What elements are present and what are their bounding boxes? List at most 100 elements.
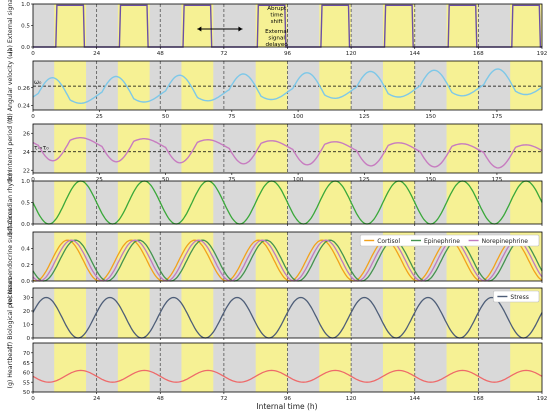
light-interval [510, 61, 542, 110]
x-tick-label: 24 [93, 396, 101, 402]
legend-entry: Cortisol [377, 238, 400, 245]
y-tick-label: 0.26 [18, 86, 31, 92]
y-tick-label: 65 [23, 361, 31, 367]
x-tick-label: 125 [359, 177, 370, 183]
x-axis-title: Internal time (h) [256, 402, 317, 411]
y-tick-label: 0.0 [21, 45, 30, 51]
x-tick-label: 0 [31, 396, 35, 402]
x-tick-label: 25 [96, 177, 104, 183]
legend-entry: Epinephrine [424, 238, 460, 245]
legend-box [493, 290, 540, 303]
axes-frame [32, 123, 543, 174]
legend-entry: Norepinephrine [482, 238, 529, 245]
light-interval [319, 343, 352, 392]
y-tick-label: 0.5 [21, 201, 30, 207]
y-tick-label: 1.0 [21, 2, 30, 8]
y-tick-label: 20 [23, 309, 31, 315]
light-interval [446, 61, 479, 110]
light-interval [382, 343, 415, 392]
annotation-line: time [270, 13, 283, 19]
light-interval [446, 181, 479, 224]
y-axis-label: (f) Biological processes [7, 277, 14, 349]
light-interval [255, 181, 288, 224]
y-tick-label: 55 [23, 380, 31, 386]
x-tick-label: 0 [31, 51, 35, 57]
light-interval [181, 4, 214, 47]
axes-frame [32, 60, 543, 111]
light-interval [54, 124, 87, 173]
x-tick-label: 120 [346, 51, 357, 57]
series-line-g [32, 369, 543, 383]
y-tick-label: 70 [23, 351, 31, 357]
light-interval [382, 61, 415, 110]
y-tick-label: 50 [23, 390, 31, 396]
light-interval [181, 124, 214, 173]
y-tick-label: 26 [23, 131, 31, 137]
series-line-c [32, 137, 543, 169]
x-tick-label: 72 [220, 51, 227, 57]
legend-entry: Stress [510, 294, 528, 301]
y-tick-label: 30 [23, 296, 31, 302]
light-interval [382, 181, 415, 224]
light-interval [319, 181, 352, 224]
series-line-b [32, 68, 543, 105]
y-tick-label: 0.0 [21, 222, 30, 228]
panel-f: 0 10 20 30 (f) Biological processes Stress [7, 277, 543, 349]
x-tick-label: 0 [31, 114, 35, 120]
x-tick-label: 192 [537, 396, 548, 402]
light-interval [382, 288, 415, 338]
light-interval [319, 61, 352, 110]
x-tick-label: 150 [425, 177, 436, 183]
light-interval [54, 343, 87, 392]
x-tick-label: 75 [228, 177, 236, 183]
panel-d: 0.0 0.5 1.0 (d) Circadian rhythm [7, 170, 543, 235]
light-interval [510, 181, 542, 224]
light-interval [181, 61, 214, 110]
y-axis-label: (a) External signal [7, 0, 14, 54]
light-interval [181, 288, 214, 338]
y-tick-label: 0.0 [21, 279, 30, 285]
y-axis-label: (b) Angular velocity (ω) [7, 49, 14, 122]
light-interval [54, 288, 87, 338]
y-tick-label: 60 [23, 371, 31, 377]
light-interval [382, 124, 415, 173]
series-line-d [32, 180, 543, 225]
light-interval [255, 61, 288, 110]
x-tick-label: 0 [31, 177, 35, 183]
x-tick-label: 100 [293, 114, 304, 120]
x-tick-label: 75 [228, 114, 236, 120]
reference-label: τ=τ₀ [34, 145, 49, 152]
panel-c: τ=τ₀ 22 24 26 0 25 50 75 100 125 150 175 (c) Interna… [7, 115, 543, 183]
panel-b: ω₀ 0.24 0.26 0 25 50 75 100 125 150 175 (b) Angular… [7, 49, 543, 122]
light-interval [255, 288, 288, 338]
light-interval [255, 343, 288, 392]
legend: Cortisol Epinephrine Norepinephrine [359, 234, 540, 247]
light-interval [54, 4, 87, 47]
x-tick-label: 50 [162, 177, 170, 183]
x-tick-label: 24 [93, 51, 101, 57]
x-tick-label: 144 [409, 396, 420, 402]
x-tick-label: 96 [284, 51, 292, 57]
y-tick-label: 0 [26, 336, 30, 342]
y-axis-label: (e) Neuroendocrine substances [7, 208, 14, 305]
x-tick-label: 144 [409, 51, 420, 57]
light-interval [117, 343, 150, 392]
annotation-line: shift [271, 19, 284, 25]
x-tick-label: 96 [284, 396, 292, 402]
light-interval [510, 343, 542, 392]
x-tick-label: 50 [162, 114, 170, 120]
light-interval [510, 4, 542, 47]
light-interval [382, 4, 415, 47]
x-tick-label: 175 [492, 177, 503, 183]
y-axis-label: (d) Circadian rhythm [7, 170, 14, 234]
x-tick-label: 150 [425, 114, 436, 120]
light-interval [446, 124, 479, 173]
light-interval [319, 288, 352, 338]
light-interval [181, 343, 214, 392]
x-tick-label: 48 [157, 51, 165, 57]
y-axis-label: (c) Internal period (τ) [7, 115, 14, 181]
light-interval [117, 124, 150, 173]
light-interval [255, 124, 288, 173]
x-tick-label: 168 [473, 396, 484, 402]
